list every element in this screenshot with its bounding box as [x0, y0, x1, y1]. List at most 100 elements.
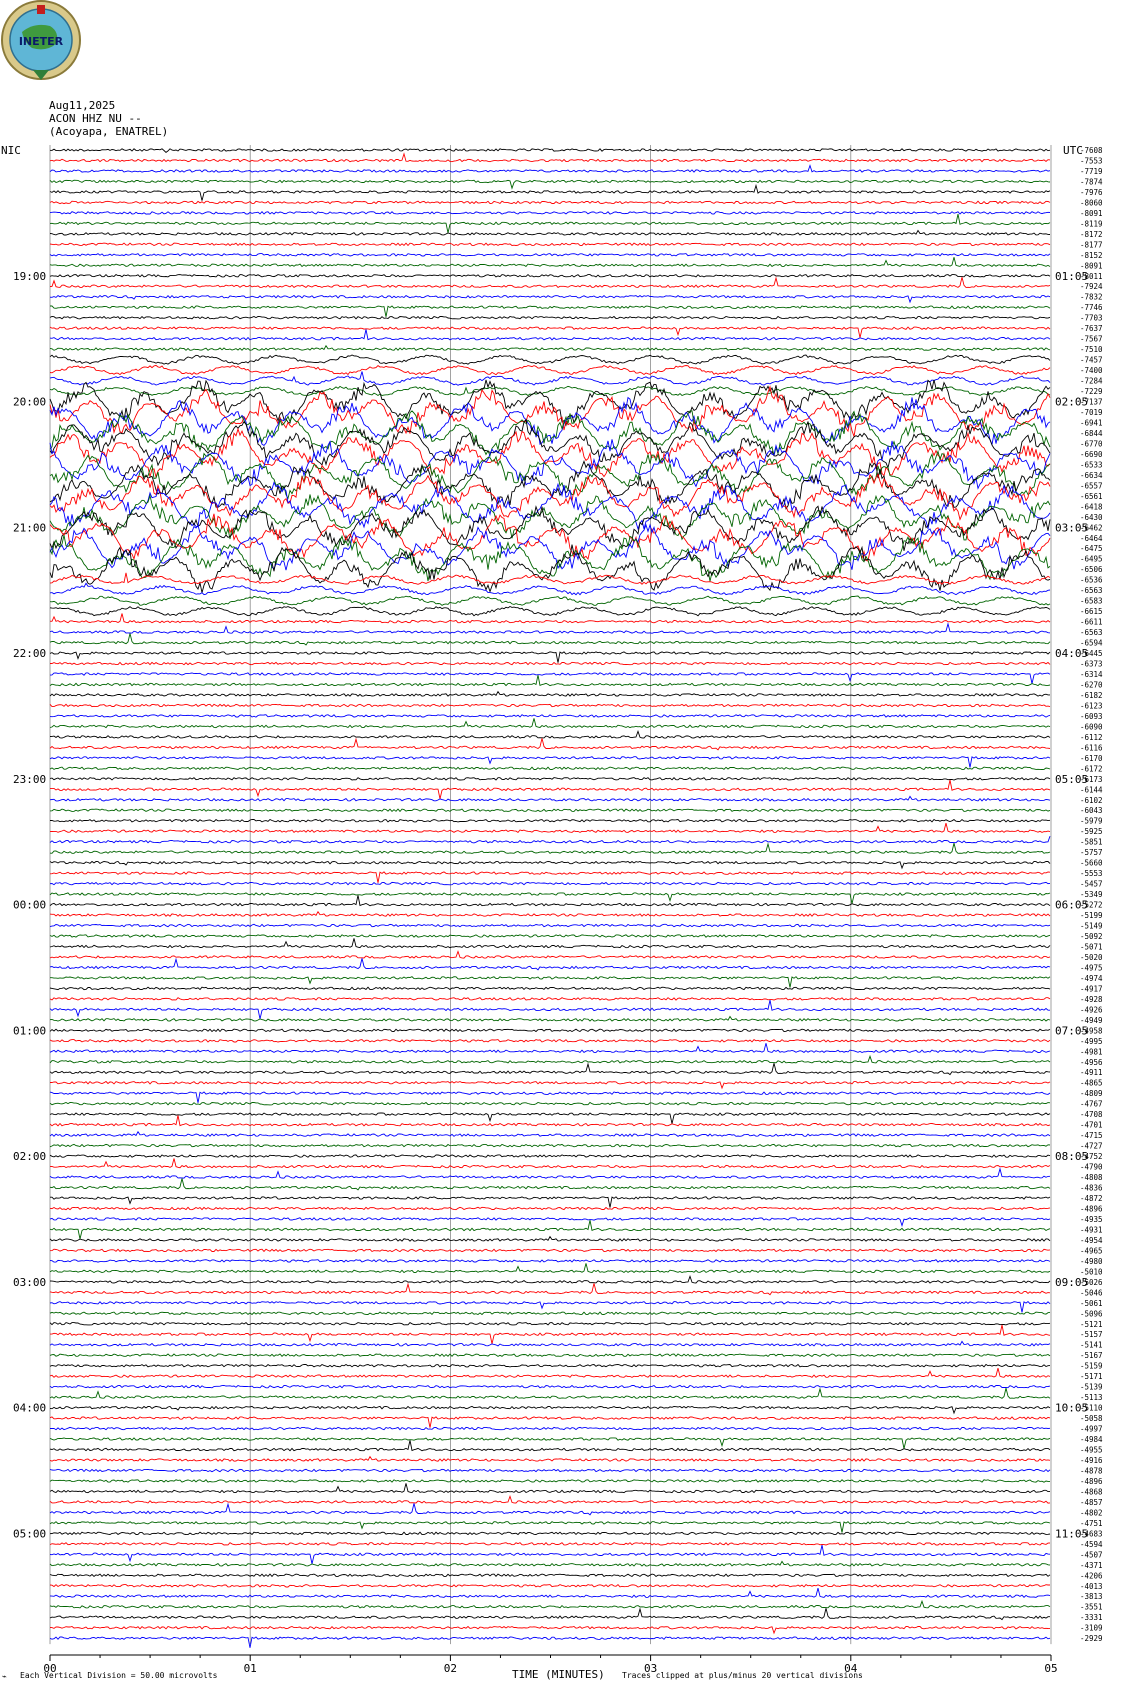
- trace-offset-label: -4974: [1080, 974, 1103, 983]
- left-hour-label: 00:00: [13, 899, 46, 912]
- trace-offset-label: -6594: [1080, 639, 1103, 648]
- trace-line: [49, 315, 1051, 320]
- hour-labels: 19:00 01:05 20:00 02:05 21:00 03:05 22:00 04:05…: [13, 270, 1088, 1541]
- trace-offset-label: -6172: [1080, 764, 1103, 773]
- trace-line: [49, 622, 1051, 634]
- trace-line: [49, 379, 1051, 427]
- trace-line: [49, 582, 1051, 596]
- trace-line: [49, 1130, 1051, 1137]
- trace-line: [49, 777, 1051, 781]
- trace-offset-label: -5149: [1080, 922, 1103, 931]
- trace-line: [49, 986, 1051, 991]
- trace-offset-label: -4928: [1080, 995, 1103, 1004]
- trace-offset-label: -7137: [1080, 398, 1103, 407]
- trace-offset-label: -4980: [1080, 1257, 1103, 1266]
- trace-line: [49, 881, 1051, 886]
- trace-line: [49, 997, 1051, 1001]
- trace-offset-label: -7703: [1080, 314, 1103, 323]
- trace-line: [49, 1054, 1051, 1064]
- trace-offset-label: -4878: [1080, 1466, 1103, 1475]
- trace-line: [49, 1263, 1051, 1274]
- trace-line: [49, 923, 1051, 928]
- trace-offset-label: -4868: [1080, 1487, 1103, 1496]
- trace-offset-label: -4995: [1080, 1037, 1103, 1046]
- trace-offset-label: -7746: [1080, 303, 1103, 312]
- trace-offset-label: -6536: [1080, 576, 1103, 585]
- trace-line: [49, 1275, 1051, 1284]
- x-tick-label: 03: [644, 1662, 657, 1675]
- trace-line: [49, 703, 1051, 708]
- trace-line: [49, 934, 1051, 938]
- trace-offset-label: -5349: [1080, 890, 1103, 899]
- right-hour-label: 03:05: [1055, 521, 1088, 534]
- trace-line: [49, 1062, 1051, 1076]
- trace-line: [49, 1311, 1051, 1316]
- trace-line: [49, 164, 1051, 173]
- trace-line: [49, 1583, 1050, 1588]
- trace-line: [49, 1542, 1051, 1546]
- trace-offset-label: -5979: [1080, 817, 1103, 826]
- trace-offset-label: -5096: [1080, 1309, 1103, 1318]
- trace-offset-label: -4708: [1080, 1110, 1103, 1119]
- trace-line: [49, 344, 1051, 351]
- trace-offset-label: -4727: [1080, 1142, 1103, 1151]
- trace-line: [49, 633, 1051, 646]
- trace-offset-label: -6430: [1080, 513, 1103, 522]
- ineter-logo: INETER: [1, 0, 81, 80]
- trace-offset-label: -4594: [1080, 1540, 1103, 1549]
- trace-line: [49, 1259, 1051, 1263]
- trace-line: [49, 439, 1051, 490]
- x-tick-label: 04: [844, 1662, 858, 1675]
- right-hour-label: 10:05: [1055, 1402, 1088, 1415]
- trace-line: [49, 396, 1051, 447]
- trace-line: [49, 385, 1051, 437]
- trace-offset-label: -4956: [1080, 1058, 1103, 1067]
- left-hour-label: 04:00: [13, 1402, 46, 1415]
- trace-line: [49, 427, 1051, 479]
- trace-offset-label: -7567: [1080, 335, 1103, 344]
- trace-line: [49, 371, 1051, 386]
- trace-offset-label: -7976: [1080, 188, 1103, 197]
- trace-line: [49, 1531, 1051, 1536]
- right-hour-label: 09:05: [1055, 1276, 1088, 1289]
- trace-line: [49, 892, 1051, 904]
- trace-line: [49, 1483, 1050, 1494]
- trace-line: [49, 1300, 1051, 1313]
- trace-line: [49, 766, 1051, 771]
- trace-line: [49, 329, 1051, 341]
- trace-offset-label: -8091: [1080, 209, 1103, 218]
- trace-line: [49, 1217, 1051, 1227]
- trace-offset-label: -6102: [1080, 796, 1103, 805]
- trace-line: [49, 957, 1051, 971]
- trace-line: [49, 1625, 1051, 1635]
- trace-line: [49, 795, 1051, 802]
- trace-offset-label: -8011: [1080, 272, 1103, 281]
- trace-offset-label: -4809: [1080, 1089, 1103, 1098]
- trace-offset-label: -6563: [1080, 586, 1103, 595]
- trace-line: [49, 544, 1051, 594]
- trace-offset-label: -6144: [1080, 785, 1103, 794]
- trace-offset-label: -5141: [1080, 1341, 1103, 1350]
- trace-offset-label: -6533: [1080, 460, 1103, 469]
- trace-line: [49, 1178, 1051, 1191]
- trace-offset-label: -6112: [1080, 733, 1103, 742]
- trace-offset-label: -4790: [1080, 1163, 1103, 1172]
- trace-offset-label: -8177: [1080, 240, 1103, 249]
- x-tick-label: 02: [444, 1662, 457, 1675]
- trace-offset-label: -4917: [1080, 984, 1103, 993]
- trace-offset-label: -5020: [1080, 953, 1103, 962]
- trace-line: [49, 651, 1051, 663]
- right-hour-label: 05:05: [1055, 773, 1088, 786]
- trace-offset-label: -4975: [1080, 963, 1103, 972]
- trace-line: [49, 1573, 1051, 1578]
- trace-offset-label: -3551: [1080, 1603, 1103, 1612]
- trace-offset-label: -6615: [1080, 607, 1103, 616]
- trace-line: [49, 481, 1051, 531]
- left-hour-label: 05:00: [13, 1527, 46, 1540]
- location-label: (Acoyapa, ENATREL): [49, 125, 169, 138]
- trace-line: [49, 860, 1051, 870]
- trace-line: [49, 1387, 1051, 1399]
- clip-note: Traces clipped at plus/minus 20 vertical…: [622, 1671, 863, 1680]
- trace-offset-label: -8091: [1080, 261, 1103, 270]
- trace-line: [49, 1206, 1051, 1211]
